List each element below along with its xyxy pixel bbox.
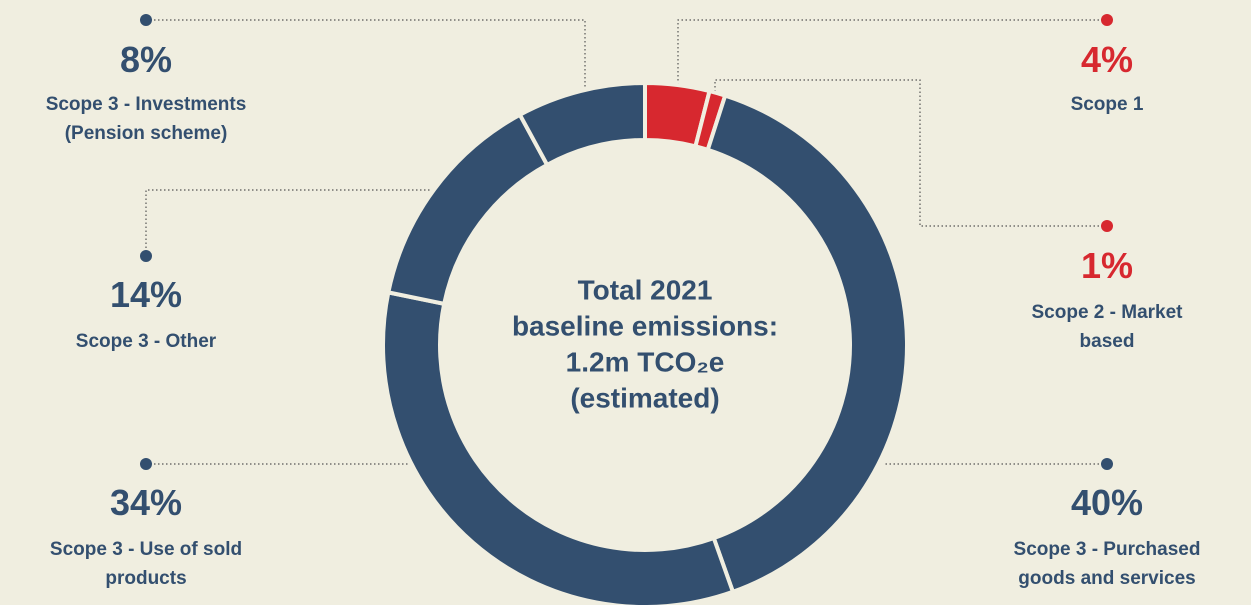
leader-dot: [1101, 220, 1113, 232]
category-label: Scope 3 - Investments (Pension scheme): [45, 94, 247, 144]
leader-line: [714, 79, 1107, 227]
center-label: baseline emissions:: [512, 310, 778, 341]
leader-dot: [1101, 458, 1113, 470]
category-label: Scope 3 - Purchased goods and services: [1013, 539, 1201, 589]
value-label: 40%: [1070, 482, 1144, 523]
value-label: 4%: [1080, 39, 1134, 80]
category-label: Scope 2 - Market based: [1031, 302, 1183, 352]
leader-dot: [140, 458, 152, 470]
donut-segment: [381, 290, 736, 605]
leader-lines: [145, 19, 1107, 465]
center-label: Total 2021: [578, 274, 713, 305]
category-label: Scope 1: [1070, 94, 1144, 115]
leader-dot: [140, 250, 152, 262]
value-label: 1%: [1080, 245, 1134, 286]
category-label: Scope 3 - Other: [75, 331, 217, 352]
leader-dot: [140, 14, 152, 26]
leader-line: [145, 189, 430, 256]
leader-line: [146, 19, 586, 88]
value-label: 8%: [119, 39, 173, 80]
center-label: (estimated): [570, 382, 719, 413]
donut-segment: [517, 80, 647, 168]
leader-line: [677, 19, 1107, 86]
leader-dot: [1101, 14, 1113, 26]
value-label: 34%: [109, 482, 183, 523]
donut-segment: [705, 93, 909, 595]
value-label: 14%: [109, 274, 183, 315]
category-label: Scope 3 - Use of sold products: [49, 539, 243, 589]
donut-segment: [385, 112, 550, 307]
center-label: 1.2m TCO₂e: [566, 346, 725, 377]
